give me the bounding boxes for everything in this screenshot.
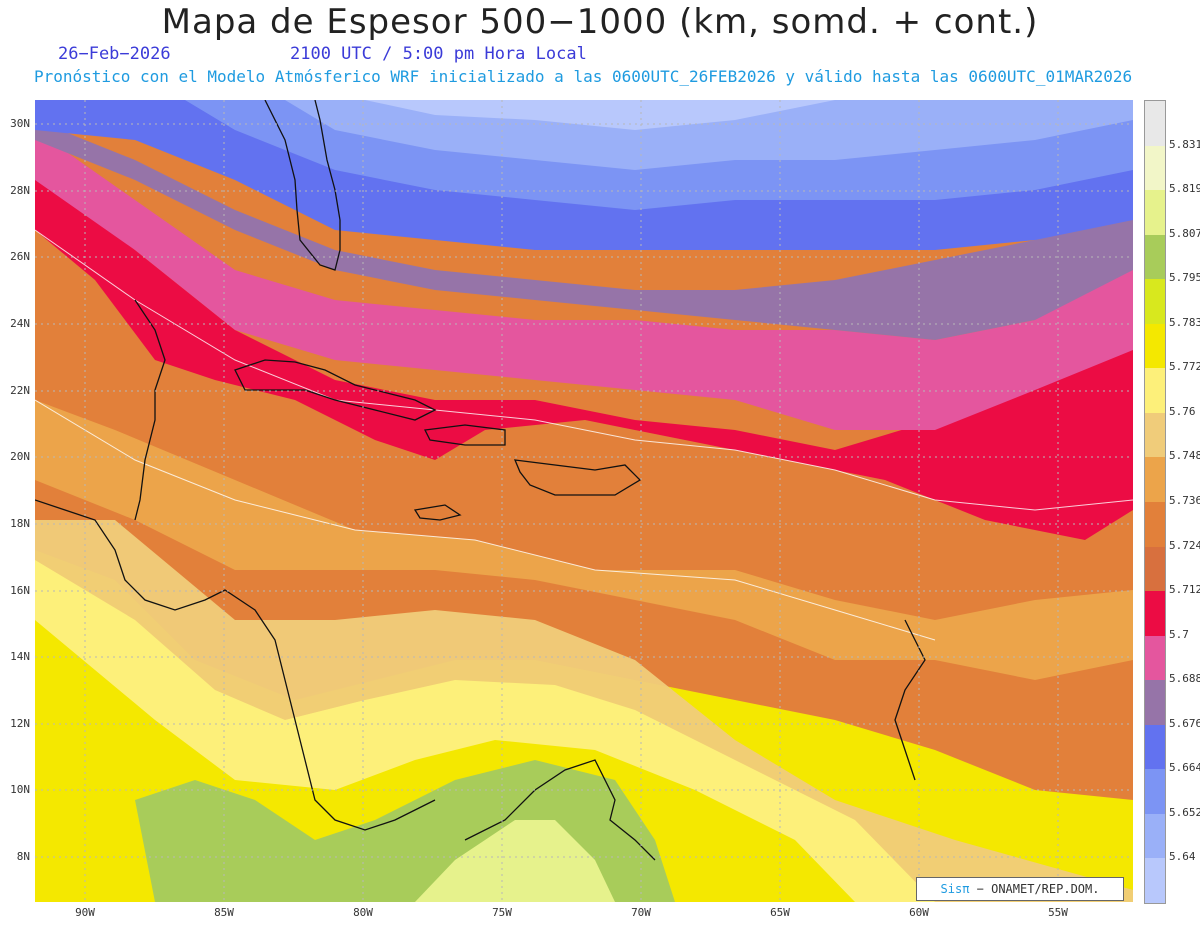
- legend-swatch: [1145, 858, 1165, 904]
- legend-label: 5.676: [1169, 716, 1200, 730]
- legend-label: 5.652: [1169, 805, 1200, 819]
- lon-label: 70W: [631, 906, 651, 919]
- map-title: Mapa de Espesor 500−1000 (km, somd. + co…: [161, 2, 1039, 42]
- legend-label: 5.688: [1169, 672, 1200, 686]
- lat-label: 22N: [10, 384, 30, 397]
- band-purple: [35, 120, 1133, 340]
- band-pink: [35, 130, 1133, 430]
- legend-swatch: [1145, 323, 1165, 369]
- legend-swatch: [1145, 724, 1165, 770]
- lon-label: 60W: [909, 906, 929, 919]
- lat-label: 10N: [10, 783, 30, 796]
- legend-swatch: [1145, 101, 1165, 146]
- lat-label: 16N: [10, 584, 30, 597]
- legend-swatch: [1145, 412, 1165, 458]
- lat-label: 12N: [10, 717, 30, 730]
- lon-label: 85W: [214, 906, 234, 919]
- lon-label: 80W: [353, 906, 373, 919]
- legend-swatch: [1145, 591, 1165, 637]
- forecast-date: 26−Feb−2026: [58, 44, 171, 64]
- legend-swatch: [1145, 234, 1165, 280]
- legend-label: 5.64: [1169, 850, 1196, 864]
- legend-swatch: [1145, 457, 1165, 503]
- legend-swatch: [1145, 502, 1165, 547]
- credit-box: Sisπ − ONAMET/REP.DOM.: [916, 877, 1124, 901]
- legend-swatch: [1145, 279, 1165, 325]
- legend-swatch: [1145, 368, 1165, 414]
- lat-label: 26N: [10, 250, 30, 263]
- forecast-time: 2100 UTC / 5:00 pm Hora Local: [290, 44, 587, 64]
- lon-label: 55W: [1048, 906, 1068, 919]
- legend-label: 5.664: [1169, 761, 1200, 775]
- lat-label: 18N: [10, 517, 30, 530]
- band-mid-orange: [35, 400, 1133, 680]
- band-pale-green: [415, 820, 615, 902]
- lat-label: 28N: [10, 184, 30, 197]
- thickness-map: [35, 100, 1133, 902]
- legend-swatch: [1145, 635, 1165, 681]
- legend-label: 5.76: [1169, 404, 1196, 418]
- legend-label: 5.795: [1169, 271, 1200, 285]
- model-info: Pronóstico con el Modelo Atmósferico WRF…: [34, 67, 1133, 86]
- lon-label: 90W: [75, 906, 95, 919]
- credit-brand: Sisπ: [940, 882, 970, 896]
- legend-swatch: [1145, 680, 1165, 726]
- lat-label: 14N: [10, 650, 30, 663]
- legend-label: 5.831: [1169, 137, 1200, 151]
- legend-label: 5.748: [1169, 449, 1200, 463]
- legend-swatch: [1145, 546, 1165, 592]
- legend-swatch: [1145, 813, 1165, 859]
- lon-label: 65W: [770, 906, 790, 919]
- color-legend: [1144, 100, 1166, 904]
- band-red: [35, 170, 1133, 540]
- legend-swatch: [1145, 145, 1165, 191]
- legend-label: 5.724: [1169, 538, 1200, 552]
- lat-label: 8N: [16, 850, 30, 863]
- band-palest-blue: [365, 100, 835, 130]
- legend-label: 5.819: [1169, 182, 1200, 196]
- legend-label: 5.772: [1169, 360, 1200, 374]
- legend-label: 5.807: [1169, 226, 1200, 240]
- legend-label: 5.736: [1169, 494, 1200, 507]
- credit-text: − ONAMET/REP.DOM.: [976, 882, 1100, 896]
- legend-label: 5.712: [1169, 583, 1200, 597]
- legend-swatch: [1145, 190, 1165, 236]
- lat-label: 30N: [10, 117, 30, 130]
- legend-label: 5.783: [1169, 315, 1200, 329]
- lat-label: 24N: [10, 317, 30, 330]
- legend-swatch: [1145, 769, 1165, 815]
- lon-label: 75W: [492, 906, 512, 919]
- lat-label: 20N: [10, 450, 30, 463]
- legend-label: 5.7: [1169, 627, 1189, 641]
